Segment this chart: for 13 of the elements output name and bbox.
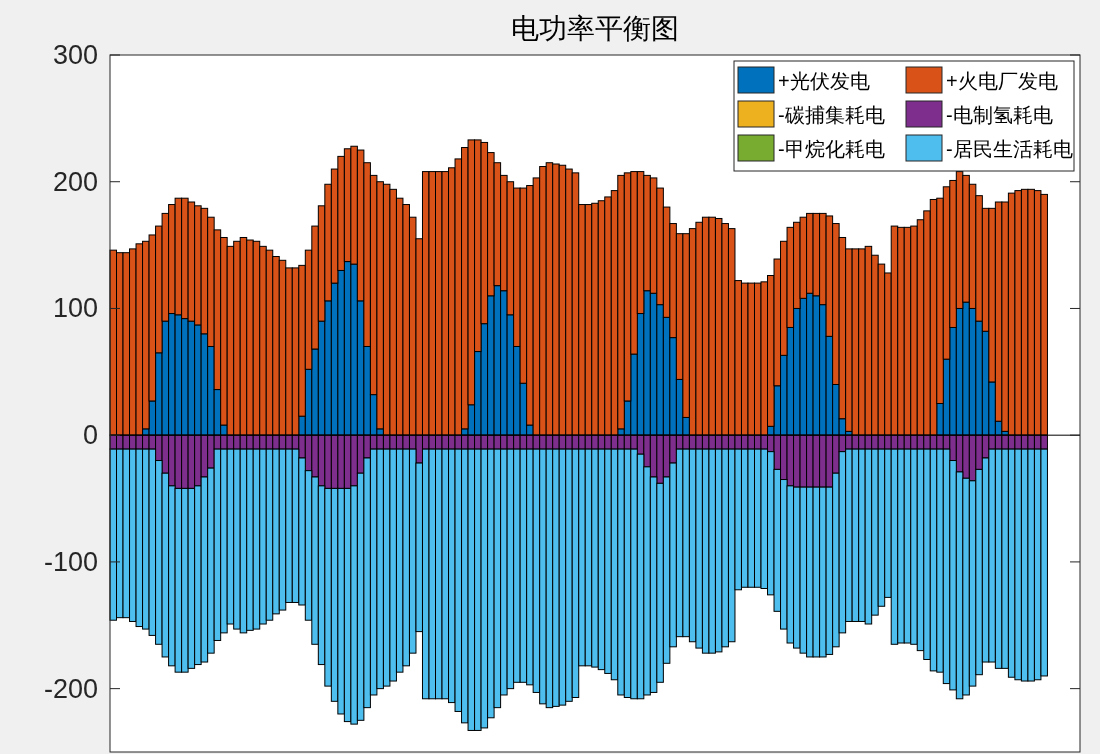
legend-label: -居民生活耗电 <box>946 138 1073 160</box>
y-tick-label: -200 <box>43 673 98 704</box>
y-tick-label: -100 <box>43 546 98 577</box>
legend-label: -碳捕集耗电 <box>778 104 885 126</box>
legend-label: +光伏发电 <box>778 70 870 92</box>
legend-label: -电制氢耗电 <box>946 104 1053 126</box>
y-tick-label: 0 <box>82 420 98 451</box>
y-tick-label: 300 <box>52 40 98 70</box>
y-tick-label: 100 <box>52 293 98 324</box>
legend-label: +火电厂发电 <box>946 70 1058 92</box>
y-tick-label: 200 <box>52 166 98 197</box>
chart-title: 电功率平衡图 <box>511 13 679 44</box>
legend-label: -甲烷化耗电 <box>778 138 885 160</box>
